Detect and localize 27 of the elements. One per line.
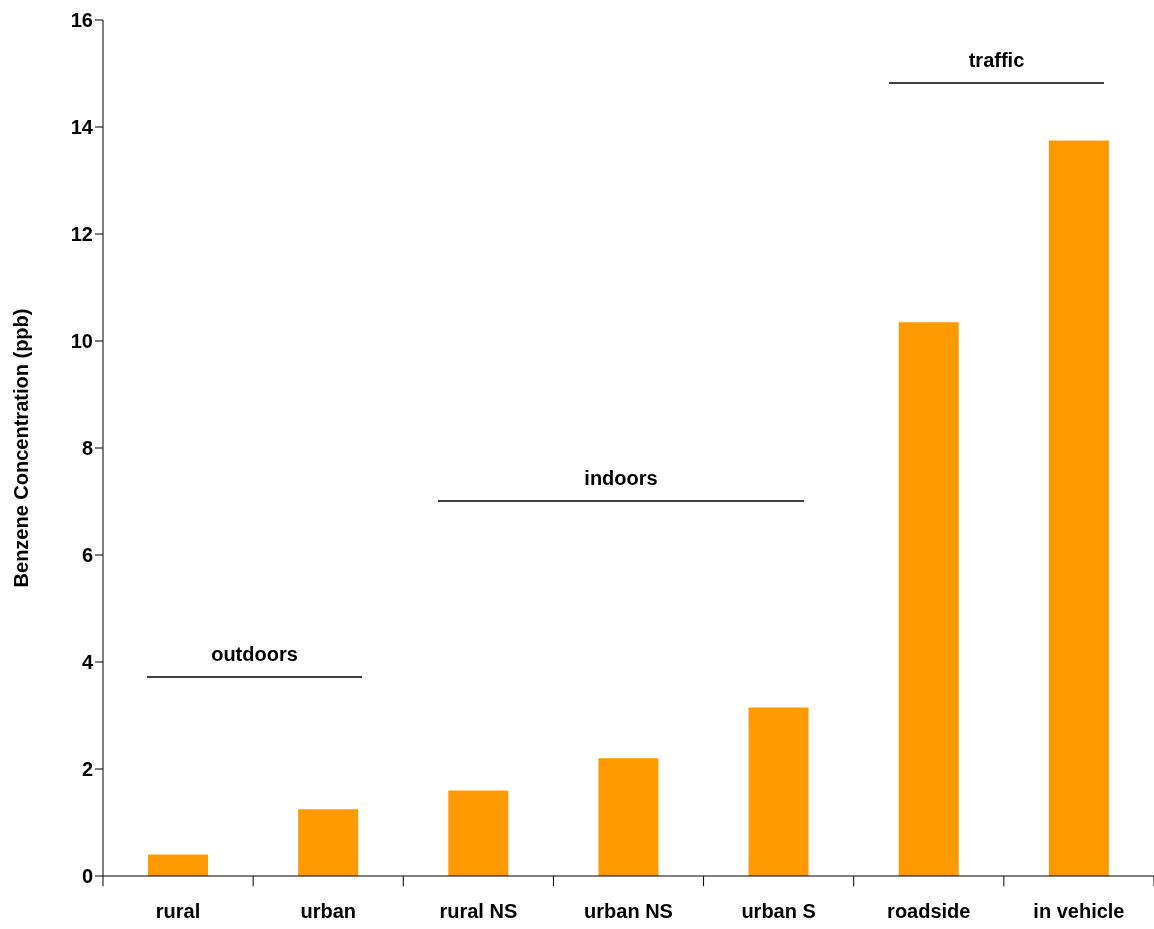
y-tick-label: 6 — [81, 544, 93, 567]
y-tick-label: 16 — [70, 9, 93, 32]
y-tick-label: 12 — [70, 223, 93, 246]
bar — [598, 758, 659, 876]
y-tick-label: 4 — [81, 651, 94, 674]
y-axis-title: Benzene Concentration (ppb) — [10, 308, 33, 588]
y-tick-label: 14 — [70, 116, 94, 139]
x-tick-label: roadside — [887, 900, 971, 923]
x-tick-label: rural — [155, 900, 201, 923]
y-tick-label: 10 — [70, 330, 93, 353]
x-tick-label: urban NS — [584, 900, 673, 923]
annotation: indoors — [584, 467, 658, 489]
y-tick-label: 2 — [81, 758, 93, 781]
bar — [748, 707, 809, 876]
annotation: traffic — [968, 49, 1025, 71]
x-tick-label: in vehicle — [1033, 900, 1125, 923]
bar — [448, 790, 509, 876]
y-tick-label: 0 — [81, 865, 93, 888]
x-tick-label: urban — [300, 900, 356, 923]
annotation: outdoors — [211, 643, 298, 665]
bar — [1048, 140, 1109, 876]
x-tick-label: urban S — [741, 900, 816, 923]
bar — [148, 854, 208, 876]
bar — [298, 809, 359, 876]
y-tick-label: 8 — [81, 437, 93, 460]
x-tick-label: rural NS — [439, 900, 518, 923]
bar — [898, 322, 959, 876]
